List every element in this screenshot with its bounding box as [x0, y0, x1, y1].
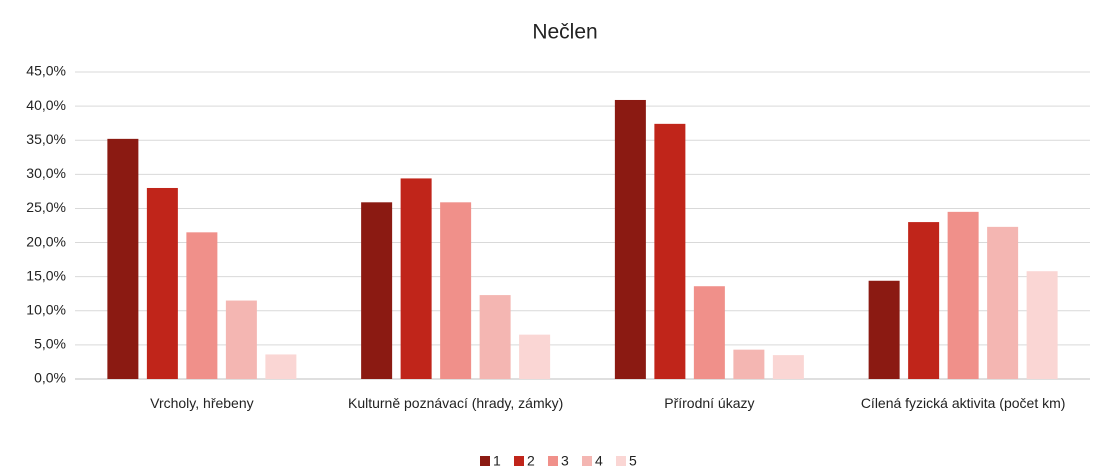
legend-swatch	[582, 456, 592, 466]
x-tick-label: Přírodní úkazy	[664, 395, 755, 411]
bar	[479, 295, 511, 379]
y-tick-label: 15,0%	[26, 267, 66, 283]
y-tick-label: 40,0%	[26, 97, 66, 113]
bar	[225, 300, 257, 379]
x-tick-label: Kulturně poznávací (hrady, zámky)	[347, 395, 564, 411]
legend-label: 5	[629, 453, 637, 469]
bar	[987, 226, 1019, 379]
bar	[146, 187, 178, 379]
legend-swatch	[514, 456, 524, 466]
bar	[186, 232, 218, 379]
bar	[733, 349, 765, 379]
y-tick-label: 20,0%	[26, 233, 66, 249]
bar	[772, 355, 804, 379]
bar	[947, 211, 979, 379]
bar	[361, 202, 393, 379]
bar	[400, 178, 432, 379]
bar	[107, 138, 139, 379]
chart-title: Nečlen	[532, 21, 597, 44]
legend-label: 2	[527, 453, 535, 469]
bar	[868, 280, 900, 379]
legend-label: 4	[595, 453, 603, 469]
y-tick-label: 35,0%	[26, 131, 66, 147]
bar	[265, 354, 297, 379]
legend-swatch	[616, 456, 626, 466]
legend-label: 1	[493, 453, 501, 469]
bar	[614, 99, 646, 380]
legend-swatch	[480, 456, 490, 466]
legend-label: 3	[561, 453, 569, 469]
y-tick-label: 30,0%	[26, 165, 66, 181]
x-tick-label: Vrcholy, hřebeny	[150, 395, 254, 411]
y-tick-label: 25,0%	[26, 199, 66, 215]
y-tick-label: 0,0%	[34, 370, 66, 386]
bar	[519, 334, 551, 379]
bar	[654, 123, 686, 379]
y-tick-label: 10,0%	[26, 301, 66, 317]
bar	[1026, 271, 1058, 379]
bar	[440, 202, 472, 379]
x-tick-label: Cílená fyzická aktivita (počet km)	[860, 395, 1066, 411]
bar	[908, 222, 940, 379]
y-tick-label: 45,0%	[26, 63, 66, 79]
legend-swatch	[548, 456, 558, 466]
y-tick-label: 5,0%	[34, 336, 66, 352]
bar	[693, 286, 725, 379]
